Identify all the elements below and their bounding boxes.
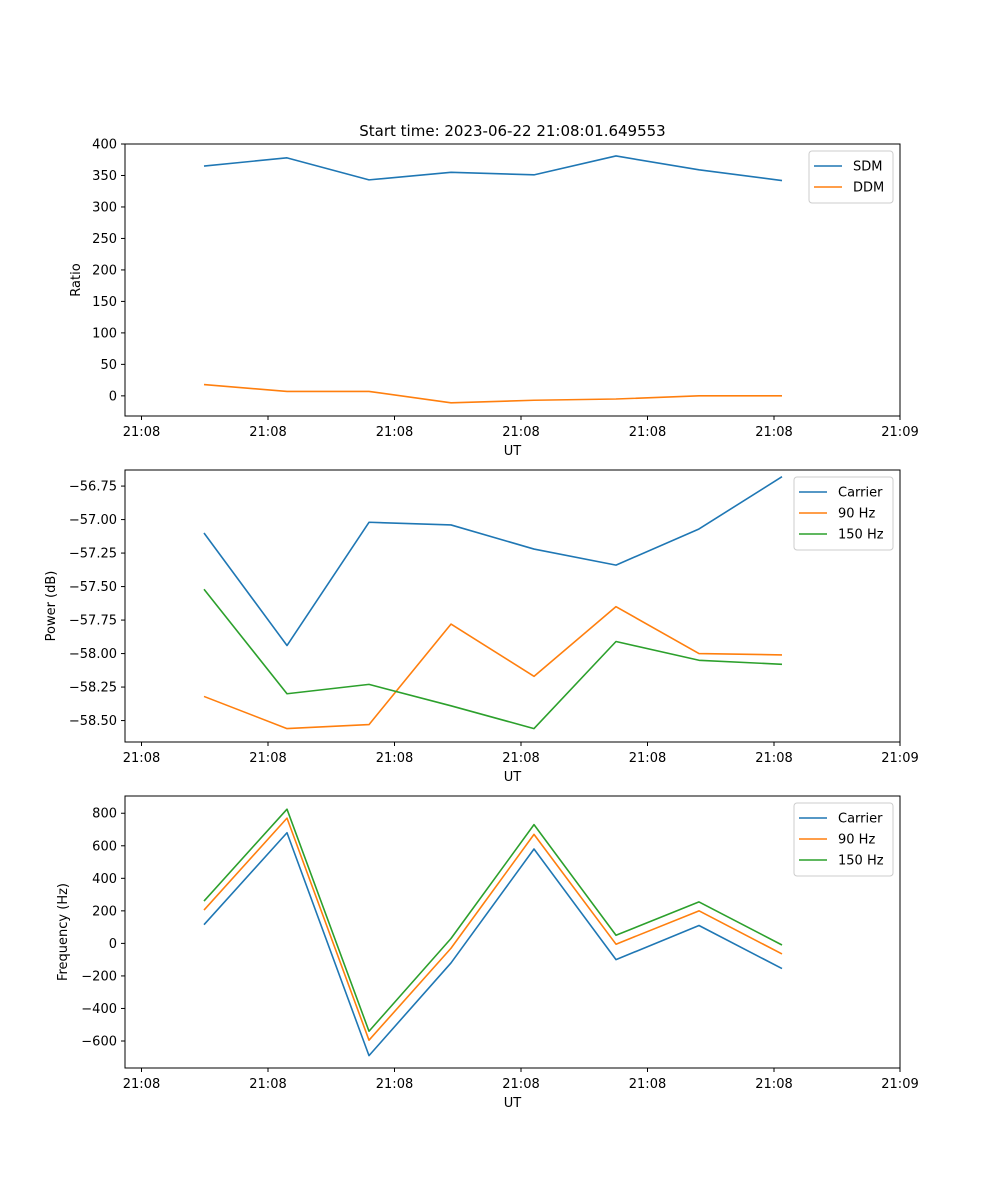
y-tick-label: 600 xyxy=(92,839,117,854)
series-line-ddm xyxy=(203,383,782,404)
x-tick-label: 21:08 xyxy=(249,1077,286,1092)
y-tick-label: −56.75 xyxy=(69,480,117,495)
x-tick-label: 21:08 xyxy=(123,425,160,440)
y-tick-label: −58.25 xyxy=(69,681,117,696)
y-tick-label: −57.75 xyxy=(69,614,117,629)
x-tick-label: 21:08 xyxy=(376,751,413,766)
x-tick-label: 21:08 xyxy=(502,751,539,766)
y-axis-label: Ratio xyxy=(69,263,84,296)
x-tick-label: 21:08 xyxy=(755,751,792,766)
y-tick-label: 250 xyxy=(92,232,117,247)
series-line-90-hz xyxy=(203,605,783,730)
series-line-150-hz xyxy=(203,588,783,730)
x-tick-label: 21:08 xyxy=(249,751,286,766)
y-tick-label: 350 xyxy=(92,169,117,184)
x-axis-label: UT xyxy=(504,444,522,459)
y-tick-label: −58.50 xyxy=(69,714,117,729)
y-tick-label: 200 xyxy=(92,263,117,278)
legend: SDM DDM xyxy=(808,150,894,204)
y-tick-label: 150 xyxy=(92,295,117,310)
series-line-150-hz xyxy=(203,808,783,1033)
x-tick-label: 21:08 xyxy=(249,425,286,440)
y-tick-label: 200 xyxy=(92,904,117,919)
series-line-carrier xyxy=(203,831,783,1057)
x-tick-label: 21:08 xyxy=(502,1077,539,1092)
x-tick-label: 21:08 xyxy=(123,1077,160,1092)
chart-panel-2: 21:08 21:08 21:08 21:08 21:08 21:08 21:09 −58.5… xyxy=(44,469,919,785)
legend-label: 90 Hz xyxy=(838,833,875,848)
legend-label: 90 Hz xyxy=(838,507,875,522)
x-tick-label: 21:08 xyxy=(629,425,666,440)
y-tick-label: 50 xyxy=(100,358,117,373)
plot-area xyxy=(124,143,901,417)
series-line-sdm xyxy=(203,155,783,182)
x-tick-label: 21:08 xyxy=(755,1077,792,1092)
legend-label: Carrier xyxy=(838,812,883,827)
legend-label: Carrier xyxy=(838,486,883,501)
y-tick-label: −57.50 xyxy=(69,580,117,595)
y-tick-label: −58.00 xyxy=(69,647,117,662)
y-tick-label: −57.00 xyxy=(69,513,117,528)
chart-panel-1: 21:08 21:08 21:08 21:08 21:08 21:08 21:09 0 50 10… xyxy=(69,138,919,460)
y-tick-label: 400 xyxy=(92,872,117,887)
y-tick-label: −57.25 xyxy=(69,547,117,562)
x-tick-label: 21:08 xyxy=(629,1077,666,1092)
x-tick-label: 21:09 xyxy=(881,751,918,766)
x-tick-label: 21:09 xyxy=(881,425,918,440)
legend-label: 150 Hz xyxy=(838,528,884,543)
chart-panel-3: 21:08 21:08 21:08 21:08 21:08 21:08 21:09 −600 −… xyxy=(56,795,919,1111)
x-axis-label: UT xyxy=(504,770,522,785)
y-axis-label: Power (dB) xyxy=(44,571,59,642)
legend-box xyxy=(793,476,894,551)
plot-area xyxy=(124,795,901,1069)
x-tick-label: 21:08 xyxy=(123,751,160,766)
legend: Carrier 90 Hz 150 Hz xyxy=(793,476,894,551)
y-tick-label: 0 xyxy=(109,389,117,404)
x-axis-label: UT xyxy=(504,1096,522,1111)
y-tick-label: 800 xyxy=(92,807,117,822)
legend-label: DDM xyxy=(853,181,884,196)
legend-label: 150 Hz xyxy=(838,854,884,869)
legend-box xyxy=(808,150,894,204)
x-tick-label: 21:08 xyxy=(376,1077,413,1092)
series-line-carrier xyxy=(203,476,783,647)
legend-box xyxy=(793,802,894,877)
x-tick-label: 21:08 xyxy=(629,751,666,766)
y-axis-label: Frequency (Hz) xyxy=(56,883,71,981)
y-tick-label: 400 xyxy=(92,138,117,153)
panels: 21:08 21:08 21:08 21:08 21:08 21:08 21:09 0 50 10… xyxy=(44,138,919,1112)
series-line-90-hz xyxy=(203,817,783,1041)
x-tick-label: 21:08 xyxy=(502,425,539,440)
y-tick-label: 0 xyxy=(109,937,117,952)
legend-label: SDM xyxy=(853,160,882,175)
chart-title: Start time: 2023-06-22 21:08:01.649553 xyxy=(359,122,665,140)
legend: Carrier 90 Hz 150 Hz xyxy=(793,802,894,877)
y-tick-label: −200 xyxy=(81,969,117,984)
x-tick-label: 21:08 xyxy=(376,425,413,440)
y-tick-label: −400 xyxy=(81,1002,117,1017)
x-tick-label: 21:09 xyxy=(881,1077,918,1092)
y-tick-label: 300 xyxy=(92,200,117,215)
y-tick-label: −600 xyxy=(81,1034,117,1049)
x-tick-label: 21:08 xyxy=(755,425,792,440)
y-tick-label: 100 xyxy=(92,326,117,341)
plot-area xyxy=(124,469,901,743)
